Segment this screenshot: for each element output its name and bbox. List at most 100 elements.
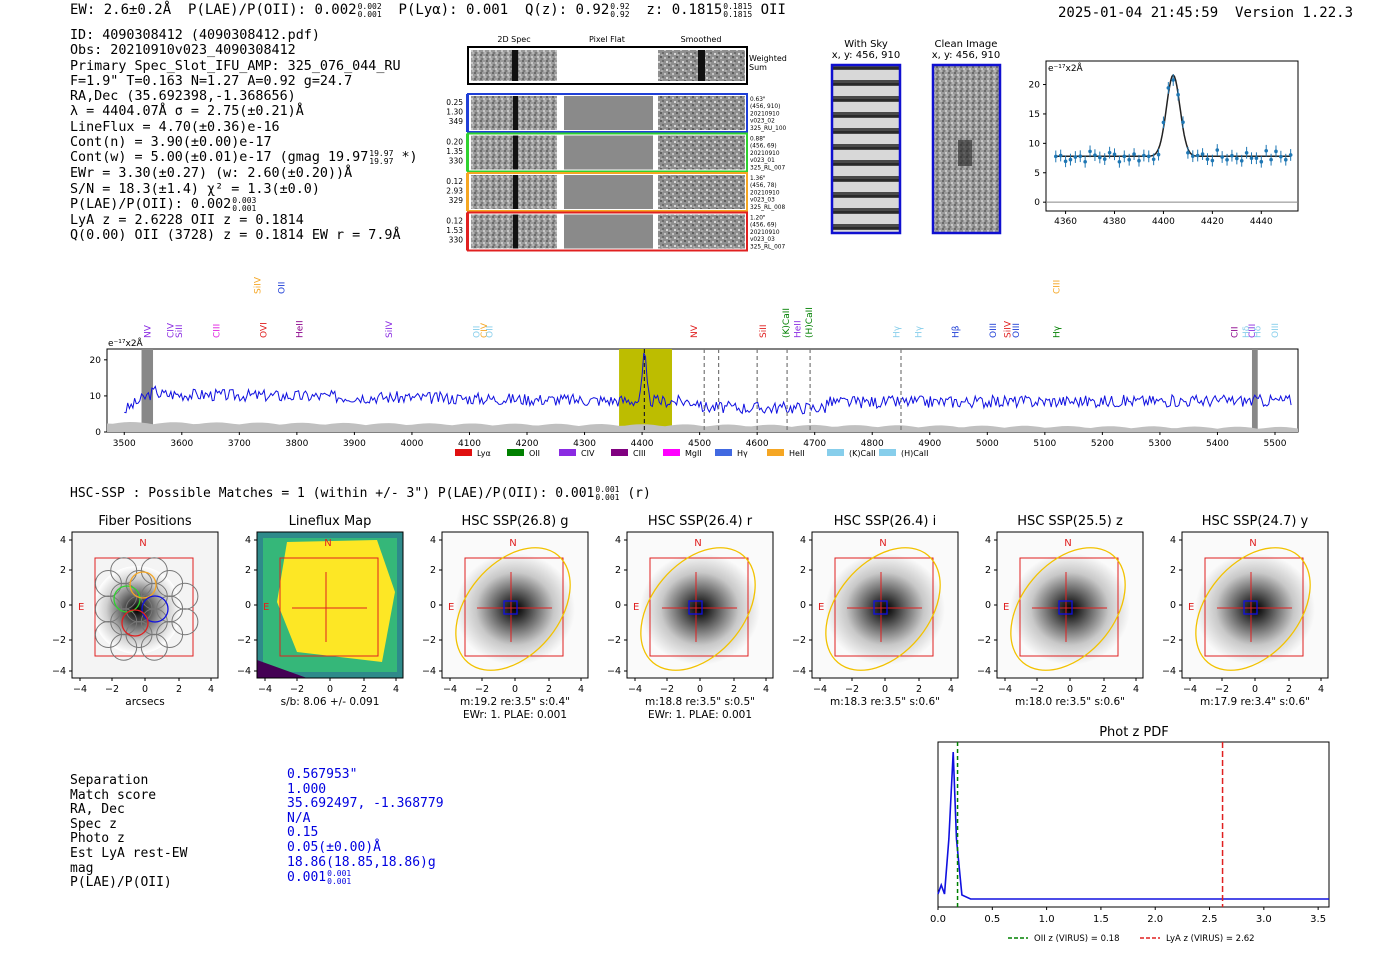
spectrum-legend-label: CIII [633,449,646,458]
info-plae: P(LAE)/P(OII): 0.002 0.003 0.001 [70,196,418,213]
match-label-separation: Separation [70,773,149,788]
info-sn: S/N = 18.3(±1.4) χ² = 1.3(±0.0) [70,181,320,197]
spectrum-line-label: Hδ [1254,325,1264,338]
hsc-sextractor-ellipse [455,547,571,671]
cutout-row-right-label: 20210910 [750,151,780,157]
info-contw-end: *) [401,150,418,166]
header-qz-lo: 0.92 [610,10,630,19]
zoom-data-point [1274,149,1278,154]
spectrum-line-label: Hγ [892,325,902,338]
cutout-row-right-label: (456, 69) [750,223,777,229]
zoom-data-point [1186,151,1190,155]
hsc-panel: Lineflux Map N E 4 2 0 −2 −4 −4 −2 0 2 4 s/b: 8.06 +/… [237,514,404,708]
hsc-ytick-label: 2 [245,565,251,576]
hsc-xtick-label: 2 [731,684,737,695]
hsc-panel-title: Lineflux Map [289,514,372,529]
header-plae-lo: 0.001 [357,10,382,19]
zoom-data-point [1254,156,1259,161]
hsc-panel: HSC SSP(26.8) g N E 4 2 0 −2 −4 −4 −2 0 2 4 m:19.2 re… [422,514,589,721]
hsc-panel-title: HSC SSP(26.4) i [834,514,936,529]
zoom-data [1046,73,1298,203]
hsc-ytick-label: −4 [792,666,806,677]
spectrum-line-label: OIII [1271,323,1281,338]
spectrum-masked-region [141,349,154,432]
spectrum-legend-label: HeII [789,449,805,458]
hsc-xtick-label: −2 [1030,684,1044,695]
header-z-hi: 0.1815 [723,2,753,11]
cutout-row-marker [466,173,469,211]
cutout-title-2dspec: 2D Spec [497,35,530,44]
photz-xtick-label: 1.5 [1093,914,1109,925]
hsc-xtick-label: −2 [475,684,489,695]
spectrum-legend-swatch [879,449,896,456]
header-z: z: 0.1815 [646,2,723,18]
zoom-data-point [1210,158,1215,163]
spectrum-line-label: SiIV [385,320,395,338]
compass-north: N [1064,538,1071,549]
cutout-row-smoothed [658,96,745,130]
spectrum-background [107,349,1298,432]
cutout-title-pixelflat: Pixel Flat [589,35,625,44]
match-table-labels: Separation Match score RA, Dec Spec z Ph… [70,773,187,891]
zoom-data-point [1142,153,1146,158]
hsc-xtick-label: 0 [1252,684,1258,695]
hsc-ytick-label: −4 [1162,666,1176,677]
spectrum-line-label: CIV [166,322,176,338]
spectrum-ytick-label: 20 [90,356,102,366]
zoom-data-point [1220,155,1224,159]
hsc-xtick-label: −4 [73,684,87,695]
zoom-data-point [1195,153,1200,158]
spectrum-xtick-label: 4900 [918,439,941,449]
photz-xtick-label: 2.0 [1147,914,1163,925]
hsc-panel: HSC SSP(24.7) y N E 4 2 0 −2 −4 −4 −2 0 2 4 m:17.9 re… [1162,514,1329,708]
photz-title: Phot z PDF [1099,725,1169,740]
hsc-xtick-label: 0 [327,684,333,695]
hsc-ytick-label: 4 [800,535,806,546]
zoom-data-point [1146,154,1151,159]
hsc-xtick-label: −2 [105,684,119,695]
compass-east: E [78,602,84,613]
hsc-xtick-label: 0 [882,684,888,695]
match-value-score: 1.000 [287,781,327,797]
spectrum-xtick-label: 3500 [113,439,136,449]
hsc-panel: HSC SSP(26.4) i N E 4 2 0 −2 −4 −4 −2 0 2 4 m:18.3 re… [792,514,959,708]
match-table-values: 0.567953" 1.000 35.692497, -1.368779 N/A… [287,767,444,886]
header-plae-hi: 0.002 [357,2,382,11]
zoom-data-point [1161,120,1166,125]
match-label-specz: Spec z [70,816,117,832]
hsc-ytick-label: −2 [977,635,991,646]
photz-legend-oii: OII z (VIRUS) = 0.18 [1034,934,1120,944]
cutout-row-right-label: v023_03 [750,237,775,243]
zoom-data-point [1176,92,1180,97]
hsc-ytick-label: 0 [800,600,806,611]
hsc-panel-title: Fiber Positions [98,514,191,529]
spectrum-xtick-label: 5400 [1206,439,1229,449]
hsc-ytick-label: 0 [1170,600,1176,611]
hsc-ytick-label: −2 [422,635,436,646]
fiber-circle [140,557,168,585]
weighted-sum-emission [512,50,518,81]
hsc-panel-title: HSC SSP(26.4) r [648,514,753,529]
spectrum-xtick-label: 4700 [803,439,826,449]
hsc-xtick-label: −2 [845,684,859,695]
spectrum-xtick-label: 4500 [688,439,711,449]
zoom-ytick-label: 0 [1034,198,1040,208]
zoom-data-point [1112,152,1117,157]
zoom-ylabel: e⁻¹⁷x2Å [1048,62,1084,74]
zoom-data-point [1107,150,1112,155]
zoom-data-point [1190,154,1195,158]
spectrum-line-label: (H)CaII [805,307,815,338]
zoom-data-point [1098,155,1102,160]
spectrum-masked-region [1251,349,1258,432]
hsc-caption-1: s/b: 8.06 +/- 0.091 [281,696,380,708]
zoom-data-point [1127,157,1131,162]
spectrum-legend-label: (H)CaII [901,449,928,458]
zoom-data-point [1088,149,1092,154]
spectrum-line-label: (K)CaII [782,308,792,338]
info-contw-text: Cont(w) = 5.00(±0.01)e-17 (gmag 19.97 [70,150,369,166]
header-summary: EW: 2.6±0.2Å P(LAE)/P(OII): 0.002 0.002 0.… [70,2,786,19]
hsc-summary-end: (r) [627,486,651,501]
